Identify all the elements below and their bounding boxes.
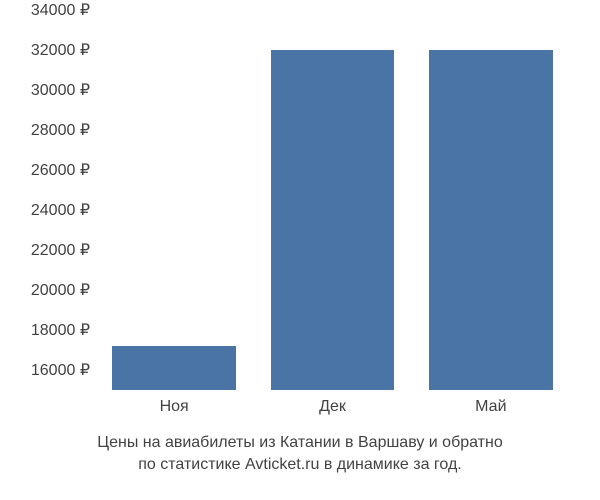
y-tick-label: 24000 ₽ (0, 200, 90, 220)
x-tick-label: Ноя (160, 398, 189, 416)
y-tick-label: 18000 ₽ (0, 320, 90, 340)
y-tick-label: 28000 ₽ (0, 120, 90, 140)
caption-line-2: по статистике Avticket.ru в динамике за … (0, 454, 600, 476)
bar (429, 50, 553, 390)
caption-line-1: Цены на авиабилеты из Катании в Варшаву … (0, 432, 600, 454)
y-tick-label: 20000 ₽ (0, 280, 90, 300)
x-tick-label: Дек (319, 398, 346, 416)
y-tick-label: 30000 ₽ (0, 80, 90, 100)
y-tick-label: 22000 ₽ (0, 240, 90, 260)
y-tick-label: 34000 ₽ (0, 0, 90, 20)
plot-area (95, 10, 570, 390)
y-tick-label: 16000 ₽ (0, 360, 90, 380)
price-chart: 16000 ₽ 18000 ₽ 20000 ₽ 22000 ₽ 24000 ₽ 26000… (0, 0, 600, 500)
x-tick-label: Май (475, 398, 506, 416)
chart-caption: Цены на авиабилеты из Катании в Варшаву … (0, 432, 600, 475)
y-tick-label: 32000 ₽ (0, 40, 90, 60)
bar (271, 50, 395, 390)
bar (112, 346, 236, 390)
y-tick-label: 26000 ₽ (0, 160, 90, 180)
bars-region (95, 10, 570, 390)
